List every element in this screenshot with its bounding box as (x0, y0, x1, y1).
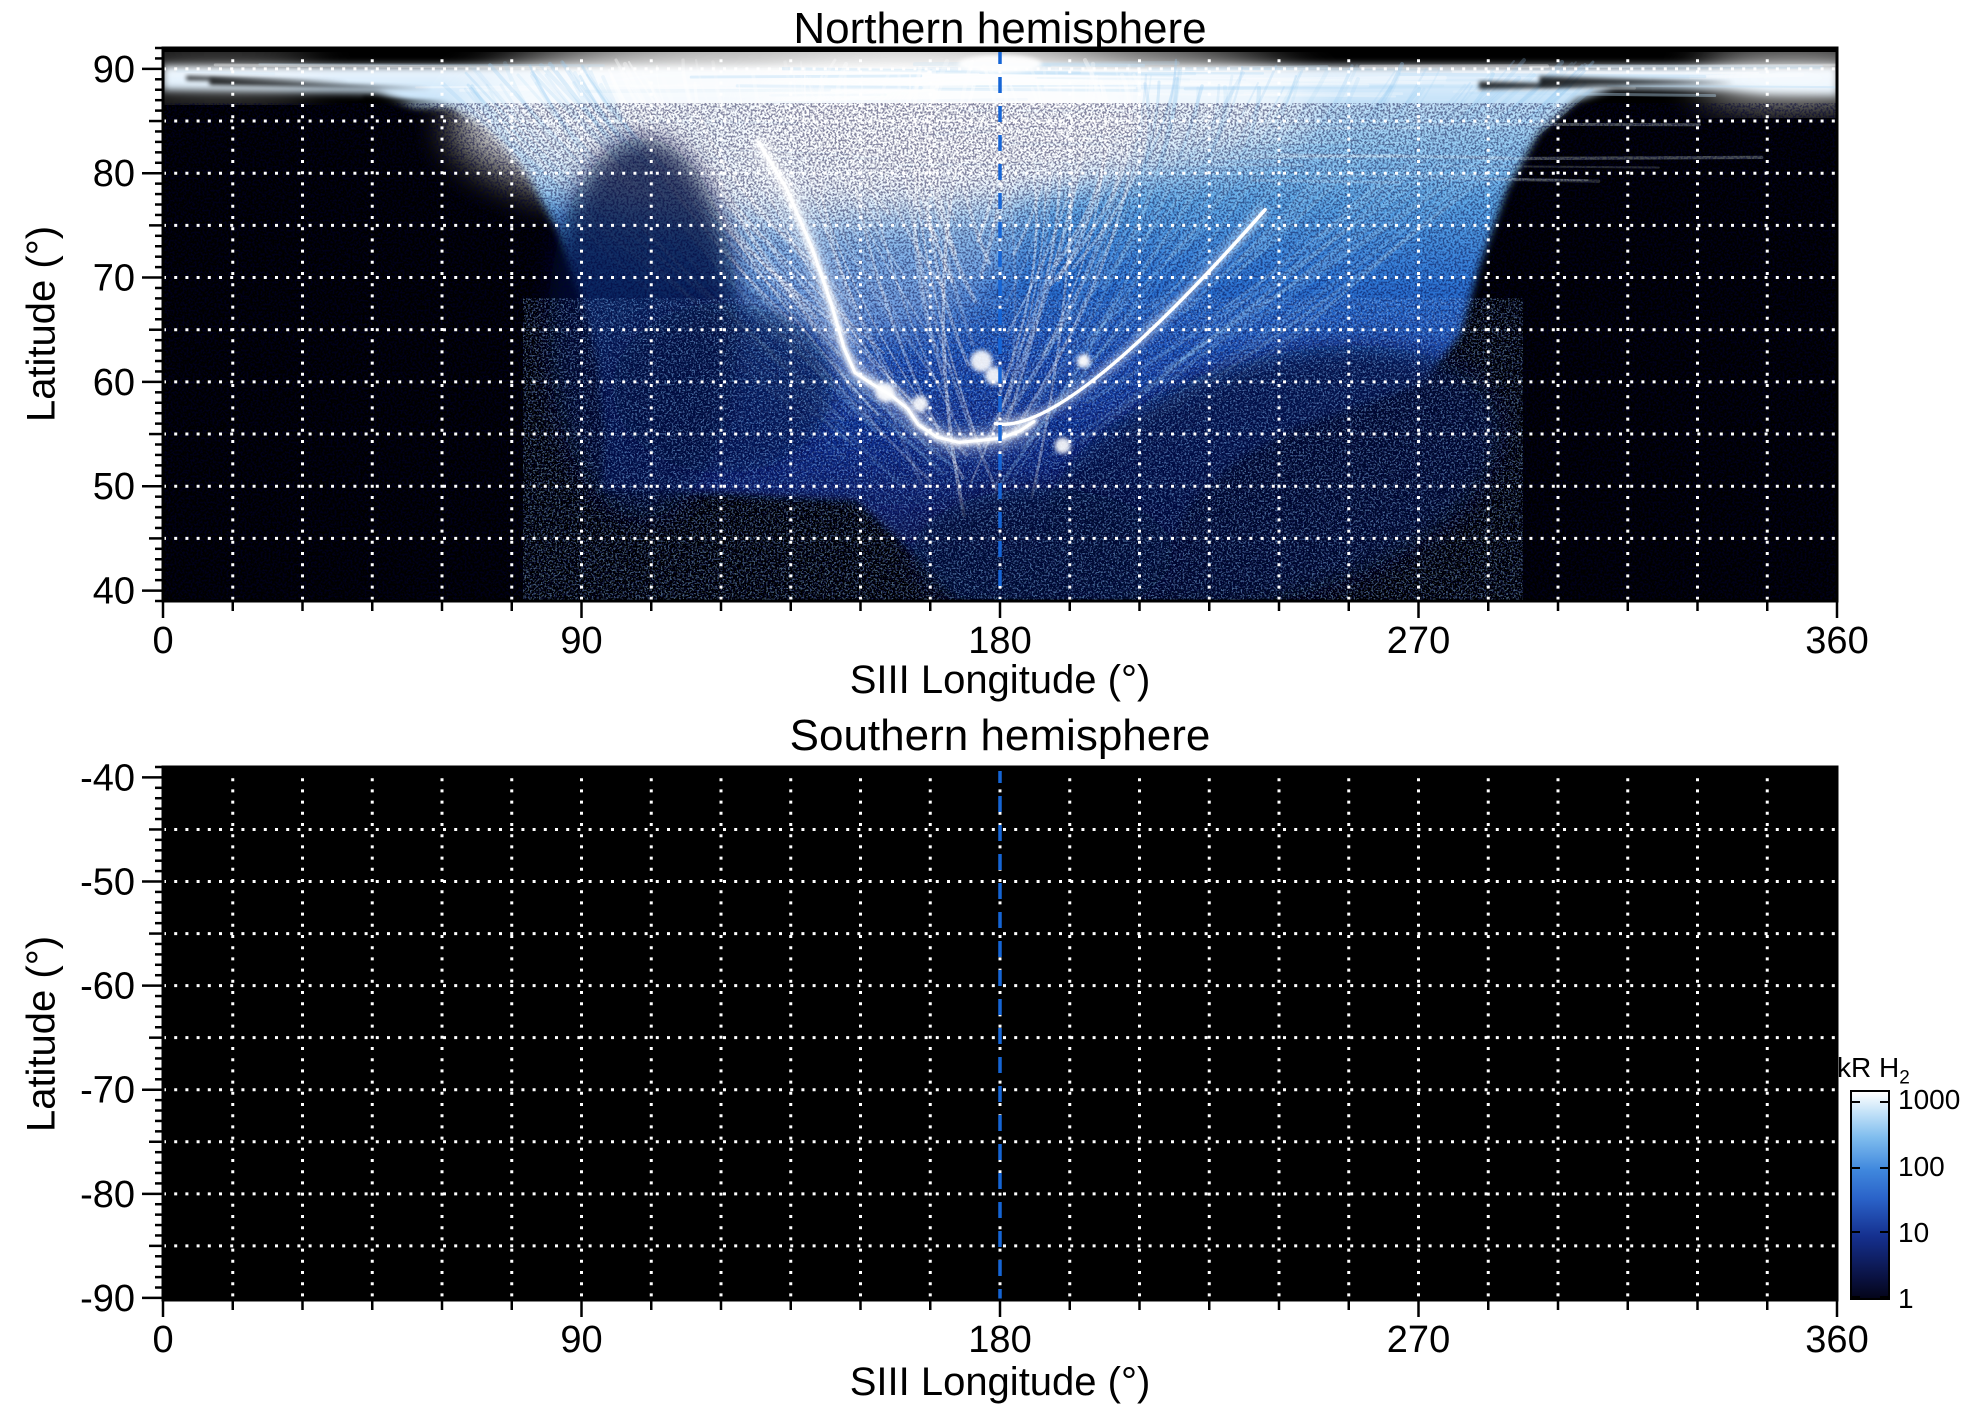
y-tick-label: -70 (80, 1070, 135, 1112)
axis-ticks (142, 46, 1839, 618)
x-tick-label: 360 (1805, 1319, 1868, 1361)
colorbar-title: kR H2 (1837, 1052, 1910, 1090)
y-tick-label: 80 (93, 153, 135, 195)
colorbar-tick (1880, 1231, 1888, 1233)
x-tick-label: 90 (560, 1319, 602, 1361)
x-tick-label: 180 (968, 1319, 1031, 1361)
axis-ticks (142, 765, 1839, 1317)
colorbar-tick-label: 100 (1898, 1151, 1945, 1182)
y-tick-label: -90 (80, 1278, 135, 1320)
x-tick-label: 0 (152, 620, 173, 662)
colorbar-tick (1880, 1167, 1888, 1169)
north-x-axis-title: SIII Longitude (°) (849, 658, 1151, 702)
x-tick-label: 270 (1387, 1319, 1450, 1361)
colorbar-tick-label: 1 (1898, 1283, 1914, 1314)
south-plot: 0 90 180 270 360 -40 -50 -60 -70 -80 -90 (80, 757, 1869, 1361)
x-tick-label: 270 (1387, 620, 1450, 662)
colorbar-tick (1880, 1101, 1888, 1103)
y-tick-label: 60 (93, 362, 135, 404)
x-tick-label: 180 (968, 620, 1031, 662)
y-tick-label: -80 (80, 1174, 135, 1216)
gridlines (163, 48, 1837, 601)
y-tick-label: -50 (80, 862, 135, 904)
south-x-axis-title: SIII Longitude (°) (849, 1360, 1151, 1404)
y-tick-label: -60 (80, 966, 135, 1008)
colorbar-tick (1852, 1167, 1860, 1169)
x-tick-label: 0 (152, 1319, 173, 1361)
colorbar-title-text: kR H (1837, 1052, 1900, 1083)
colorbar-tick-label: 10 (1898, 1217, 1930, 1248)
north-plot: 0 90 180 270 360 90 80 70 60 50 40 (93, 46, 1869, 662)
south-panel-title: Southern hemisphere (789, 711, 1211, 760)
y-tick-label: -40 (80, 757, 135, 799)
aurora-emission-map (163, 48, 1837, 601)
colorbar-tick (1852, 1296, 1860, 1298)
x-tick-label: 360 (1805, 620, 1868, 662)
colorbar-title-subscript: 2 (1899, 1067, 1910, 1089)
colorbar-tick (1852, 1101, 1860, 1103)
north-y-axis-title: Latitude (°) (19, 225, 64, 423)
y-tick-label: 90 (93, 49, 135, 91)
south-y-axis-title: Latitude (°) (19, 935, 64, 1133)
north-panel-title: Northern hemisphere (793, 4, 1207, 53)
colorbar-tick (1880, 1296, 1888, 1298)
y-tick-label: 50 (93, 466, 135, 508)
colorbar-tick-label: 1000 (1898, 1084, 1961, 1115)
colorbar-tick (1852, 1231, 1860, 1233)
x-tick-label: 90 (560, 620, 602, 662)
y-tick-label: 40 (93, 571, 135, 613)
y-tick-label: 70 (93, 258, 135, 300)
colorbar (1850, 1090, 1890, 1300)
